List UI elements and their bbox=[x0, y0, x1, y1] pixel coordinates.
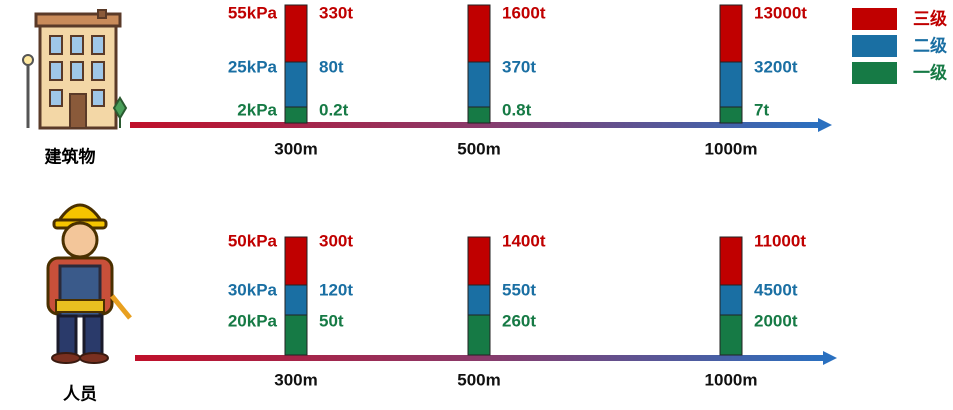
level-block bbox=[284, 61, 308, 108]
tonnage-label: 11000t bbox=[754, 231, 806, 250]
pressure-label: 20kPa bbox=[228, 311, 278, 330]
legend-swatch bbox=[852, 8, 897, 30]
tonnage-label: 2000t bbox=[754, 311, 798, 330]
level-block bbox=[284, 284, 308, 316]
tonnage-label: 1400t bbox=[502, 231, 546, 250]
tonnage-label: 13000t bbox=[754, 3, 807, 22]
level-block bbox=[719, 4, 743, 63]
tonnage-label: 0.8t bbox=[502, 100, 532, 119]
pressure-label: 25kPa bbox=[228, 57, 278, 76]
legend-label: 二级 bbox=[913, 35, 947, 55]
legend-label: 三级 bbox=[913, 8, 947, 28]
level-block bbox=[719, 61, 743, 108]
distance-label: 300m bbox=[274, 370, 317, 389]
tonnage-label: 1600t bbox=[502, 3, 546, 22]
tonnage-label: 80t bbox=[319, 57, 344, 76]
distance-label: 500m bbox=[457, 139, 500, 158]
axis-arrow bbox=[823, 351, 837, 365]
level-block bbox=[284, 236, 308, 286]
tonnage-label: 0.2t bbox=[319, 100, 349, 119]
level-block bbox=[467, 236, 491, 286]
level-block bbox=[467, 4, 491, 63]
tonnage-label: 370t bbox=[502, 57, 536, 76]
distance-label: 300m bbox=[274, 139, 317, 158]
pressure-label: 30kPa bbox=[228, 280, 278, 299]
row-label: 人员 bbox=[63, 384, 97, 403]
tonnage-label: 550t bbox=[502, 280, 536, 299]
level-block bbox=[284, 106, 308, 124]
tonnage-label: 4500t bbox=[754, 280, 798, 299]
level-block bbox=[467, 106, 491, 124]
pressure-label: 55kPa bbox=[228, 3, 278, 22]
tonnage-label: 50t bbox=[319, 311, 344, 330]
distance-label: 500m bbox=[457, 370, 500, 389]
axis-line bbox=[130, 122, 820, 128]
axis-line bbox=[135, 355, 825, 361]
tonnage-label: 260t bbox=[502, 311, 536, 330]
building-icon bbox=[22, 9, 128, 130]
legend-label: 一级 bbox=[913, 62, 947, 82]
legend-swatch bbox=[852, 62, 897, 84]
distance-label: 1000m bbox=[705, 139, 758, 158]
tonnage-label: 120t bbox=[319, 280, 353, 299]
tonnage-label: 7t bbox=[754, 100, 769, 119]
pressure-label: 2kPa bbox=[237, 100, 277, 119]
tonnage-label: 3200t bbox=[754, 57, 798, 76]
legend-swatch bbox=[852, 35, 897, 57]
level-block bbox=[284, 4, 308, 63]
level-block bbox=[719, 106, 743, 124]
level-block bbox=[467, 314, 491, 356]
tonnage-label: 300t bbox=[319, 231, 353, 250]
level-block bbox=[719, 284, 743, 316]
pressure-label: 50kPa bbox=[228, 231, 278, 250]
level-block bbox=[284, 314, 308, 356]
level-block bbox=[719, 314, 743, 356]
axis-arrow bbox=[818, 118, 832, 132]
row-label: 建筑物 bbox=[45, 146, 96, 166]
level-block bbox=[467, 61, 491, 108]
level-block bbox=[719, 236, 743, 286]
level-block bbox=[467, 284, 491, 316]
worker-icon bbox=[46, 203, 132, 364]
distance-label: 1000m bbox=[705, 370, 758, 389]
tonnage-label: 330t bbox=[319, 3, 353, 22]
